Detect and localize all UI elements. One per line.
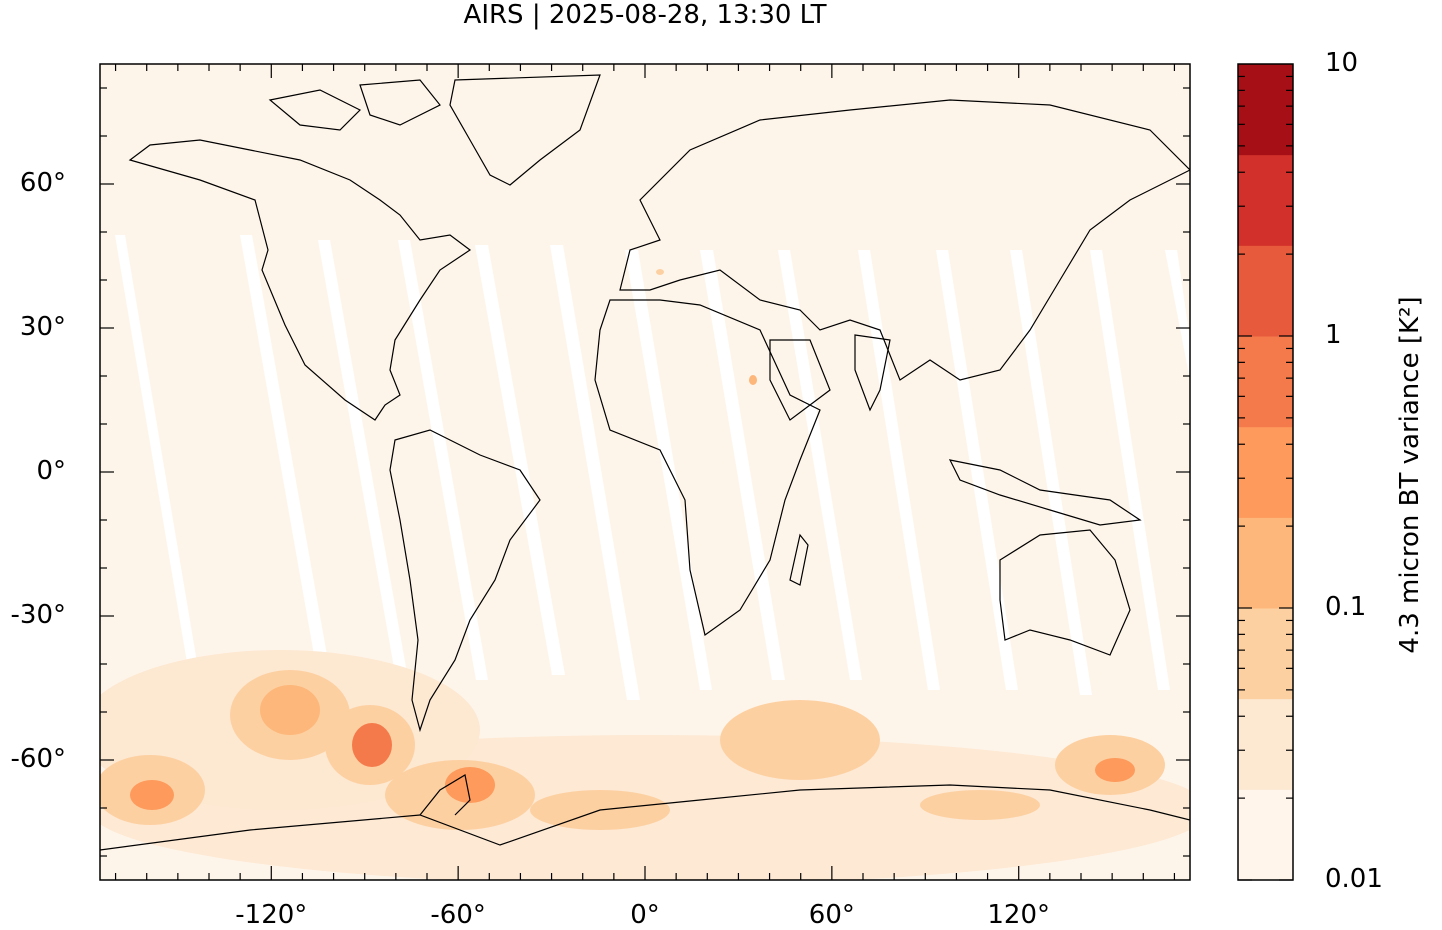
colorbar-segment — [1238, 698, 1293, 790]
colorbar-ticks — [1238, 75, 1293, 881]
colorbar-title: 4.3 micron BT variance [K²] — [1395, 296, 1425, 654]
chart-title: AIRS | 2025-08-28, 13:30 LT — [463, 0, 827, 30]
colorbar-segment — [1238, 426, 1293, 518]
colorbar-segment — [1238, 64, 1293, 156]
lon-tick-label: 120° — [987, 900, 1051, 930]
lat-tick-label: -30° — [10, 600, 66, 630]
lon-tick-label: 60° — [808, 900, 855, 930]
colorbar-frame — [1237, 63, 1294, 881]
colorbar-label: 0.01 — [1325, 864, 1383, 894]
lat-tick-label: 60° — [19, 168, 66, 198]
colorbar-segment — [1238, 789, 1293, 881]
colorbar-segment — [1238, 336, 1293, 428]
variance-field — [100, 269, 1190, 880]
colorbar-label: 0.1 — [1325, 592, 1367, 622]
lon-tick-label: -60° — [430, 900, 486, 930]
lat-tick-label: 30° — [19, 312, 66, 342]
colorbar-label: 10 — [1325, 48, 1359, 78]
colorbar — [1238, 64, 1293, 881]
orbit-gaps — [115, 235, 1190, 710]
colorbar-segment — [1238, 517, 1293, 609]
lat-tick-label: -60° — [10, 744, 66, 774]
coastlines — [100, 74, 1190, 851]
colorbar-label: 1 — [1325, 320, 1342, 350]
lon-tick-label: -120° — [235, 900, 308, 930]
colorbar-segment — [1238, 608, 1293, 700]
colorbar-segment — [1238, 154, 1293, 246]
lon-tick-label: 0° — [630, 900, 660, 930]
colorbar-segment — [1238, 245, 1293, 337]
lat-tick-label: 0° — [36, 456, 66, 486]
map-ticks — [100, 64, 1190, 880]
